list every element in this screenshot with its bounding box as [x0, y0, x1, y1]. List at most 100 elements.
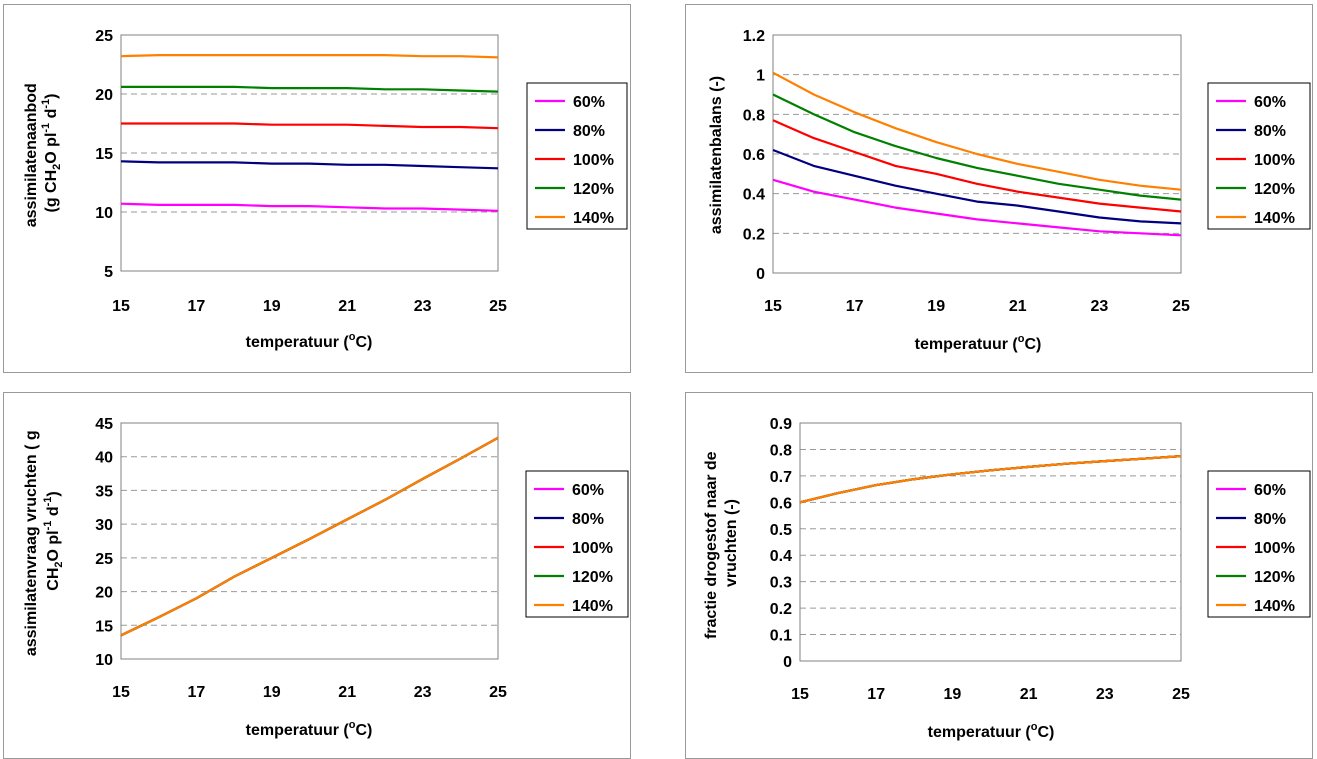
x-axis-label: temperatuur (oC) — [915, 333, 1042, 353]
series-line — [772, 148, 1182, 225]
legend-frame — [526, 82, 628, 230]
x-tick-label: 23 — [1096, 686, 1114, 703]
series-line — [772, 93, 1182, 201]
legend-frame — [1207, 470, 1311, 618]
y-tick-label: 0.7 — [770, 469, 792, 486]
grid-lines — [800, 448, 1181, 636]
legend-label: 100% — [1254, 152, 1295, 169]
legend-label: 100% — [572, 540, 613, 557]
y-axis-label: fractie drogestof naar de vruchten (-) — [703, 447, 740, 639]
series-lines — [120, 53, 499, 212]
x-tick-label: 25 — [1172, 686, 1190, 703]
legend-box: 60% 80% 100% 120% 140% — [525, 470, 629, 618]
series-line — [121, 122, 499, 130]
legend-label: 140% — [1254, 210, 1295, 227]
x-tick-label: 23 — [414, 684, 432, 701]
series-line — [120, 202, 499, 212]
y-tick-label: 0.2 — [770, 601, 792, 618]
y-tick-label: 35 — [95, 483, 113, 500]
plot-frame — [120, 422, 499, 660]
x-tick-label: 17 — [188, 684, 206, 701]
y-tick-label: 0.8 — [743, 107, 765, 124]
x-axis-label: temperatuur (oC) — [246, 719, 373, 739]
x-tick-label: 19 — [263, 298, 281, 315]
y-tick-label: 0.4 — [743, 187, 765, 204]
chart-svg: 5 10 15 20 25 15 17 19 21 23 25 assimilatenaanbod… — [23, 28, 628, 351]
legend-box: 60% 80% 100% 120% 140% — [1207, 470, 1311, 618]
series-line — [799, 455, 1182, 504]
legend-label: 60% — [573, 94, 605, 111]
legend-label: 100% — [573, 152, 614, 169]
x-tick-label: 23 — [414, 298, 432, 315]
legend-label: 80% — [572, 511, 604, 528]
y-tick-label: 20 — [95, 585, 113, 602]
chart-panel-assimilatenaanbod: 5 10 15 20 25 15 17 19 21 23 25 assimilatenaanbod… — [3, 4, 631, 373]
x-tick-label: 15 — [112, 684, 130, 701]
y-tick-label: 0.3 — [770, 575, 792, 592]
y-axis-label-line-2: (g CH2O pl-1 d-1) — [40, 94, 63, 213]
chart-svg: 0 0.1 0.2 0.3 0.4 0.5 0.6 0.7 0.8 0.9 15 17 19 21 23 2… — [703, 416, 1311, 741]
y-tick-label: 15 — [95, 146, 113, 163]
series-lines — [120, 436, 499, 637]
series-line — [120, 53, 499, 59]
x-tick-labels: 15 17 19 21 23 25 — [112, 684, 507, 701]
y-axis-label-line-2: vruchten (-) — [723, 499, 740, 587]
x-tick-label: 17 — [846, 298, 864, 315]
legend-box: 60% 80% 100% 120% 140% — [526, 82, 628, 230]
legend-label: 60% — [1254, 482, 1286, 499]
y-tick-label: 5 — [104, 264, 113, 281]
y-axis-label: assimilatenaanbod (g CH2O pl-1 d-1) — [23, 79, 63, 228]
y-tick-label: 40 — [95, 450, 113, 467]
legend-frame — [525, 470, 629, 618]
legend-label: 80% — [1254, 123, 1286, 140]
series-lines — [799, 455, 1182, 504]
grid-lines — [773, 74, 1181, 234]
chart-panel-assimilatenbalans: 0 0.2 0.4 0.6 0.8 1 1.2 15 17 19 21 23 25 assimilat… — [685, 4, 1313, 373]
x-tick-label: 15 — [112, 298, 130, 315]
legend-label: 60% — [572, 482, 604, 499]
legend-label: 120% — [572, 569, 613, 586]
series-line — [772, 119, 1182, 213]
y-axis-label: assimilatenvraag vruchten ( g CH2O pl-1 … — [23, 426, 65, 656]
y-tick-label: 30 — [95, 517, 113, 534]
chart-svg: 10 15 20 25 30 35 40 45 15 17 19 21 23 25 assimilate… — [23, 416, 629, 739]
x-tick-label: 17 — [867, 686, 885, 703]
legend-label: 120% — [1254, 181, 1295, 198]
legend-frame — [1207, 82, 1311, 230]
x-tick-label: 23 — [1091, 298, 1109, 315]
x-tick-label: 21 — [338, 298, 356, 315]
series-line — [120, 436, 499, 637]
y-tick-label: 1 — [756, 68, 765, 85]
y-tick-labels: 0 0.2 0.4 0.6 0.8 1 1.2 — [743, 28, 765, 283]
series-line — [799, 455, 1182, 504]
y-tick-label: 0.5 — [770, 522, 792, 539]
legend-label: 100% — [1254, 540, 1295, 557]
x-tick-label: 25 — [1172, 298, 1190, 315]
y-tick-label: 0.1 — [770, 628, 792, 645]
y-axis-label-line-1: assimilatenaanbod — [23, 83, 40, 227]
y-tick-labels: 10 15 20 25 30 35 40 45 — [95, 416, 113, 669]
x-tick-label: 15 — [791, 686, 809, 703]
y-axis-label: assimilatenbalans (-) — [708, 76, 725, 234]
y-tick-label: 1.2 — [743, 28, 765, 45]
y-tick-label: 10 — [95, 205, 113, 222]
series-line — [120, 436, 499, 637]
x-tick-label: 21 — [338, 684, 356, 701]
y-tick-label: 0 — [783, 654, 792, 671]
y-tick-label: 45 — [95, 416, 113, 433]
series-line — [121, 85, 499, 93]
series-line — [120, 160, 499, 170]
series-line — [120, 436, 499, 637]
series-line — [120, 436, 499, 637]
plot-frame — [799, 422, 1182, 662]
grid-lines — [121, 93, 498, 213]
x-tick-label: 21 — [1020, 686, 1038, 703]
y-tick-label: 0.6 — [743, 147, 765, 164]
chart-svg: 0 0.2 0.4 0.6 0.8 1 1.2 15 17 19 21 23 25 assimilat… — [708, 28, 1311, 353]
y-tick-label: 25 — [95, 28, 113, 45]
x-tick-label: 19 — [944, 686, 962, 703]
series-line — [799, 455, 1182, 504]
x-tick-label: 21 — [1009, 298, 1027, 315]
legend-box: 60% 80% 100% 120% 140% — [1207, 82, 1311, 230]
y-tick-labels: 0 0.1 0.2 0.3 0.4 0.5 0.6 0.7 0.8 0.9 — [770, 416, 792, 671]
